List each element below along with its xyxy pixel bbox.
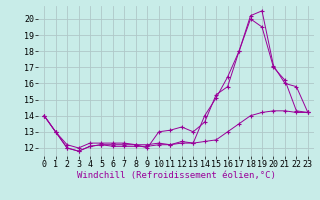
X-axis label: Windchill (Refroidissement éolien,°C): Windchill (Refroidissement éolien,°C) — [76, 171, 276, 180]
